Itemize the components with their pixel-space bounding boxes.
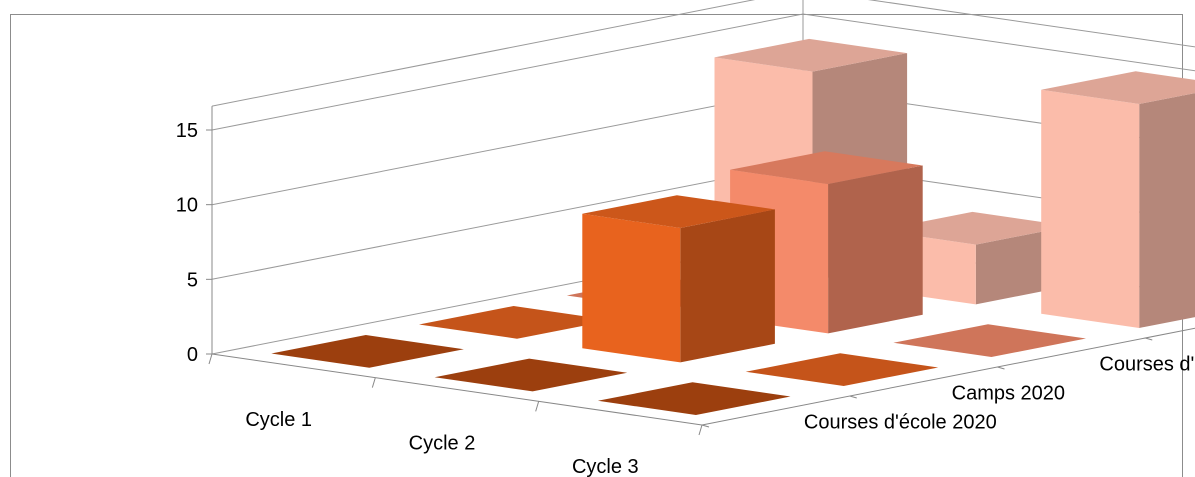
bar xyxy=(1041,71,1195,328)
bar-top xyxy=(582,195,775,228)
bar xyxy=(271,335,464,368)
bar-top xyxy=(271,335,464,368)
bar-side xyxy=(1139,93,1195,328)
x-tick xyxy=(208,353,213,365)
x-tick-label: Cycle 2 xyxy=(409,433,476,455)
depth-tick xyxy=(701,424,710,428)
bar-top xyxy=(597,382,791,415)
bar xyxy=(419,306,612,339)
bar-top xyxy=(730,151,923,184)
bar-front xyxy=(582,213,681,363)
x-tick-label: Cycle 3 xyxy=(572,456,639,477)
z-tick-label: 5 xyxy=(187,269,198,291)
bar-side xyxy=(680,209,775,363)
bar-top xyxy=(419,306,612,339)
bar-front xyxy=(1041,89,1140,328)
depth-tick xyxy=(849,395,857,399)
series-label: Courses d'écoles 2019 xyxy=(1099,354,1195,376)
series-label: Courses d'école 2020 xyxy=(804,412,997,434)
bar xyxy=(582,195,775,363)
x-tick xyxy=(698,424,703,436)
x-tick-label: Cycle 1 xyxy=(245,409,312,431)
bar xyxy=(597,382,791,415)
bar-top xyxy=(745,353,939,386)
bar-side xyxy=(828,165,923,334)
z-tick-label: 0 xyxy=(187,344,198,366)
bar-top xyxy=(714,38,908,72)
bar xyxy=(434,358,628,392)
depth-tick xyxy=(1145,337,1153,341)
bar-top xyxy=(1041,71,1195,104)
z-tick-label: 15 xyxy=(176,120,198,142)
series-label: Camps 2020 xyxy=(952,383,1065,405)
depth-tick xyxy=(997,366,1005,370)
x-tick xyxy=(535,401,540,412)
bar-top xyxy=(893,324,1086,357)
z-tick-label: 10 xyxy=(176,195,198,217)
x-axis-line xyxy=(211,353,703,426)
bar xyxy=(745,353,939,386)
bar xyxy=(893,324,1086,357)
bar-top xyxy=(434,358,628,392)
chart-bars xyxy=(271,38,1195,415)
x-tick xyxy=(371,377,376,388)
gridline xyxy=(211,0,1195,107)
bar-top xyxy=(877,211,1071,245)
